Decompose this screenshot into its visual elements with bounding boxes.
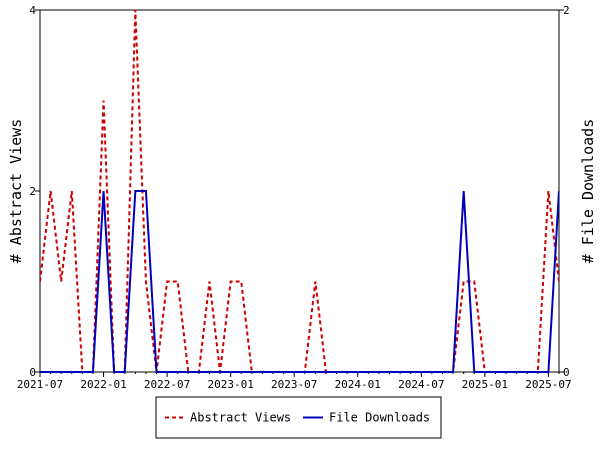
x-tick-label: 2022-07 <box>144 378 190 391</box>
left-axis-title: # Abstract Views <box>7 119 25 264</box>
x-tick-label: 2024-07 <box>398 378 444 391</box>
left-y-axis: 0 2 4 <box>29 4 40 379</box>
x-axis: 2021-07 2022-01 2022-07 2023-01 2023-07 2024-… <box>17 372 572 391</box>
x-tick-label: 2024-01 <box>335 378 381 391</box>
left-y-tick-label: 2 <box>29 185 36 198</box>
right-y-axis: 02 <box>559 4 570 379</box>
x-tick-label: 2025-01 <box>462 378 508 391</box>
series-line-abstract-views <box>40 9 559 373</box>
x-tick-label: 2021-07 <box>17 378 63 391</box>
legend: Abstract Views File Downloads <box>155 396 442 439</box>
legend-label-abstract-views: Abstract Views <box>190 411 291 425</box>
legend-label-file-downloads: File Downloads <box>329 411 430 425</box>
x-tick-label: 2022-01 <box>80 378 126 391</box>
left-y-tick-label: 4 <box>29 4 36 17</box>
legend-box <box>155 396 442 439</box>
right-axis-title: # File Downloads <box>579 119 597 264</box>
x-tick-label: 2025-07 <box>525 378 571 391</box>
plot-frame <box>39 9 560 373</box>
x-tick-label: 2023-07 <box>271 378 317 391</box>
x-tick-label: 2023-01 <box>207 378 253 391</box>
left-y-tick-label: 0 <box>29 366 36 379</box>
right-y-tick-label: 2 <box>563 4 570 17</box>
right-y-tick-label: 0 <box>563 366 570 379</box>
series-layer <box>40 9 559 373</box>
series-line-file-downloads <box>40 190 559 373</box>
